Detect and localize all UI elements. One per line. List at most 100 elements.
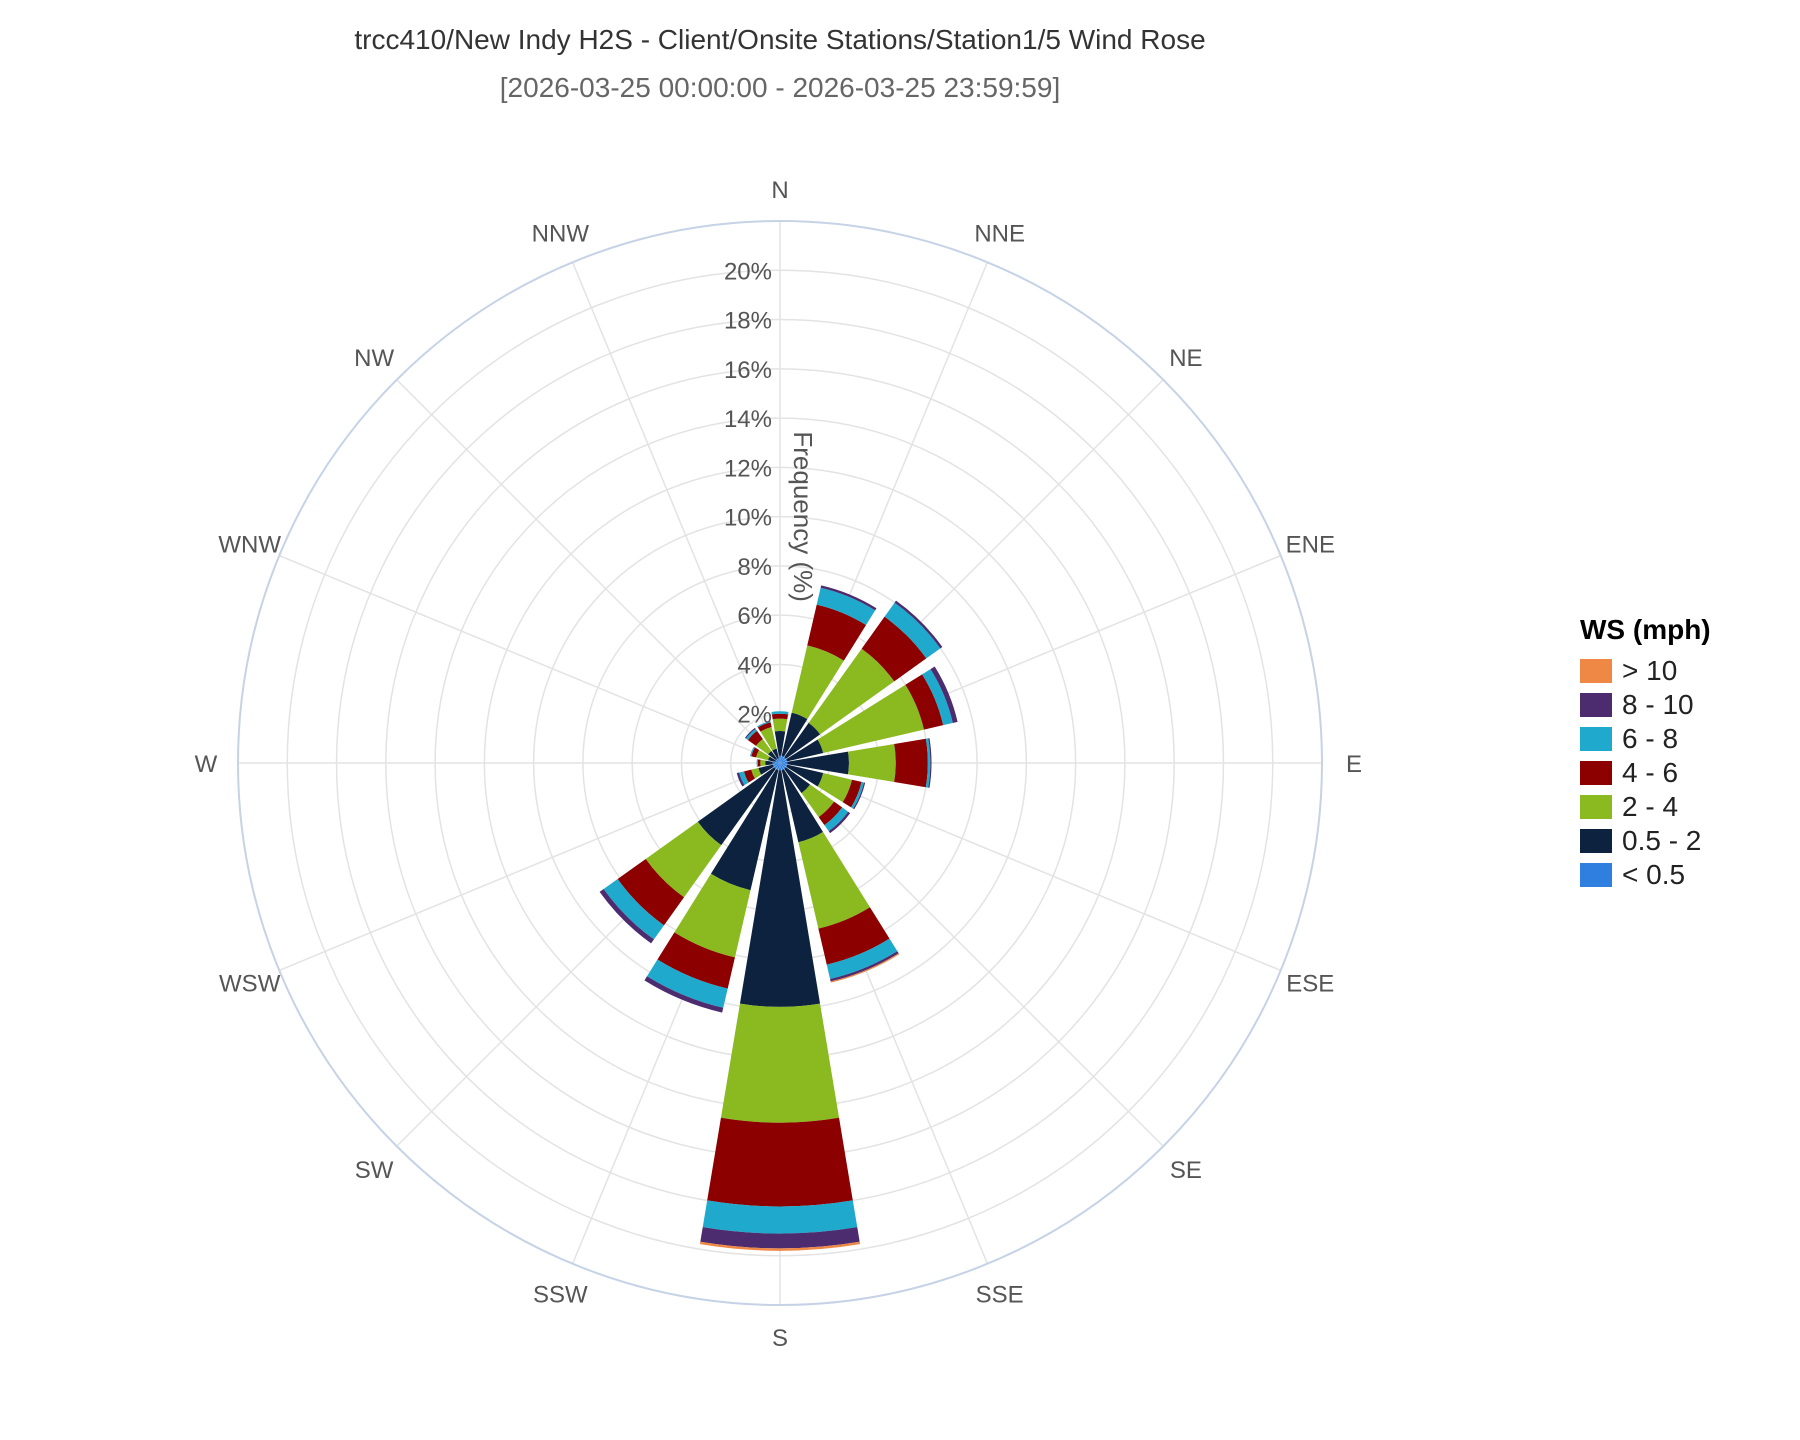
bar-nnw-1[interactable]: [772, 748, 779, 759]
bar-sse-0[interactable]: [780, 763, 784, 771]
bar-nne-2[interactable]: [791, 645, 844, 720]
bar-n-2[interactable]: [772, 718, 788, 732]
bar-se-2[interactable]: [801, 784, 835, 818]
bar-ssw-1[interactable]: [710, 769, 779, 891]
bar-nnw-4[interactable]: [757, 720, 771, 728]
bar-nw-1[interactable]: [767, 750, 778, 761]
bar-ene-0[interactable]: [780, 759, 788, 763]
bar-w-4[interactable]: [756, 759, 759, 767]
bar-se-1[interactable]: [784, 767, 811, 794]
bar-ne-4[interactable]: [884, 602, 941, 659]
bar-nnw-0[interactable]: [777, 758, 780, 763]
bar-wnw-1[interactable]: [767, 756, 776, 762]
bar-nne-3[interactable]: [807, 604, 867, 661]
bar-n-1[interactable]: [774, 730, 786, 756]
bar-sw-3[interactable]: [617, 858, 685, 926]
bar-nw-2[interactable]: [755, 738, 772, 755]
bar-sse-3[interactable]: [818, 907, 890, 965]
bar-ne-5[interactable]: [894, 600, 943, 649]
bar-w-2[interactable]: [760, 759, 766, 767]
bar-wsw-1[interactable]: [758, 764, 774, 775]
legend-item-5[interactable]: 0.5 - 2: [1580, 824, 1711, 858]
bar-s-2[interactable]: [720, 1003, 840, 1123]
bar-s-3[interactable]: [707, 1117, 853, 1207]
bar-ese-0[interactable]: [780, 763, 788, 767]
bar-ene-5[interactable]: [930, 666, 958, 723]
legend-item-0[interactable]: > 10: [1580, 654, 1711, 688]
bar-sw-5[interactable]: [599, 889, 654, 944]
bar-sse-1[interactable]: [781, 769, 824, 843]
bar-e-1[interactable]: [787, 751, 849, 775]
bar-sse-5[interactable]: [830, 951, 899, 982]
bar-s-5[interactable]: [700, 1227, 860, 1249]
bar-ssw-0[interactable]: [776, 763, 780, 771]
bar-wsw-3[interactable]: [743, 769, 755, 783]
legend-item-3[interactable]: 4 - 6: [1580, 756, 1711, 790]
bar-w-0[interactable]: [772, 761, 780, 765]
bar-wnw-2[interactable]: [755, 749, 770, 761]
bar-wsw-5[interactable]: [736, 772, 745, 787]
bar-ene-4[interactable]: [922, 669, 953, 726]
bar-sse-4[interactable]: [826, 938, 898, 980]
bar-ese-2[interactable]: [817, 773, 853, 803]
bar-ssw-2[interactable]: [674, 873, 751, 958]
legend-item-4[interactable]: 2 - 4: [1580, 790, 1711, 824]
bar-nw-5[interactable]: [744, 727, 756, 739]
bar-ese-4[interactable]: [851, 781, 865, 809]
bar-n-0[interactable]: [778, 755, 782, 763]
bar-sw-0[interactable]: [773, 763, 780, 770]
bar-nne-5[interactable]: [820, 585, 877, 611]
bar-ese-1[interactable]: [786, 764, 824, 787]
bar-wnw-4[interactable]: [749, 746, 755, 757]
bar-nw-4[interactable]: [745, 728, 758, 741]
bar-sse-2[interactable]: [798, 831, 870, 929]
bar-e-3[interactable]: [894, 738, 928, 788]
bar-wsw-2[interactable]: [751, 768, 762, 779]
legend-item-6[interactable]: < 0.5: [1580, 858, 1711, 892]
bar-ese-3[interactable]: [842, 779, 862, 808]
bar-sw-2[interactable]: [645, 821, 722, 898]
bar-ne-1[interactable]: [784, 722, 821, 759]
bar-s-0[interactable]: [778, 763, 782, 771]
bar-n-4[interactable]: [771, 711, 789, 715]
bar-wnw-3[interactable]: [751, 747, 760, 758]
bar-nw-3[interactable]: [747, 730, 763, 746]
bar-ne-0[interactable]: [780, 756, 787, 763]
bar-sw-1[interactable]: [697, 767, 776, 846]
bar-se-4[interactable]: [824, 807, 849, 832]
bar-nw-0[interactable]: [775, 758, 780, 763]
bar-se-3[interactable]: [818, 801, 843, 826]
bar-s-4[interactable]: [702, 1200, 858, 1234]
bar-e-5[interactable]: [928, 738, 932, 788]
bar-ese-5[interactable]: [853, 782, 866, 810]
bar-nnw-2[interactable]: [760, 726, 777, 751]
bar-w-1[interactable]: [765, 760, 773, 766]
bar-ene-2[interactable]: [817, 684, 925, 753]
bar-wsw-4[interactable]: [739, 771, 749, 786]
bar-ne-3[interactable]: [861, 616, 927, 682]
bar-w-3[interactable]: [757, 759, 761, 767]
bar-nne-1[interactable]: [781, 712, 808, 757]
bar-wnw-0[interactable]: [775, 760, 780, 763]
bar-ne-2[interactable]: [808, 648, 895, 735]
bar-nne-4[interactable]: [816, 587, 876, 626]
bar-ssw-3[interactable]: [657, 932, 735, 989]
legend-item-2[interactable]: 6 - 8: [1580, 722, 1711, 756]
bar-ssw-5[interactable]: [644, 976, 724, 1013]
bar-se-5[interactable]: [828, 811, 851, 834]
bar-e-2[interactable]: [848, 743, 896, 783]
bar-ssw-4[interactable]: [647, 959, 728, 1008]
bar-wsw-0[interactable]: [772, 763, 780, 767]
bar-ene-3[interactable]: [905, 674, 944, 730]
bar-n-3[interactable]: [771, 713, 789, 720]
bar-nne-0[interactable]: [780, 755, 784, 763]
bar-s-1[interactable]: [739, 770, 821, 1007]
bar-s-6[interactable]: [699, 1241, 861, 1251]
bar-se-0[interactable]: [780, 763, 787, 770]
bar-e-0[interactable]: [780, 761, 788, 765]
bar-ene-1[interactable]: [786, 739, 824, 762]
bar-e-4[interactable]: [925, 738, 931, 788]
bar-sw-4[interactable]: [603, 879, 664, 940]
legend-item-1[interactable]: 8 - 10: [1580, 688, 1711, 722]
bar-nnw-3[interactable]: [757, 722, 772, 732]
